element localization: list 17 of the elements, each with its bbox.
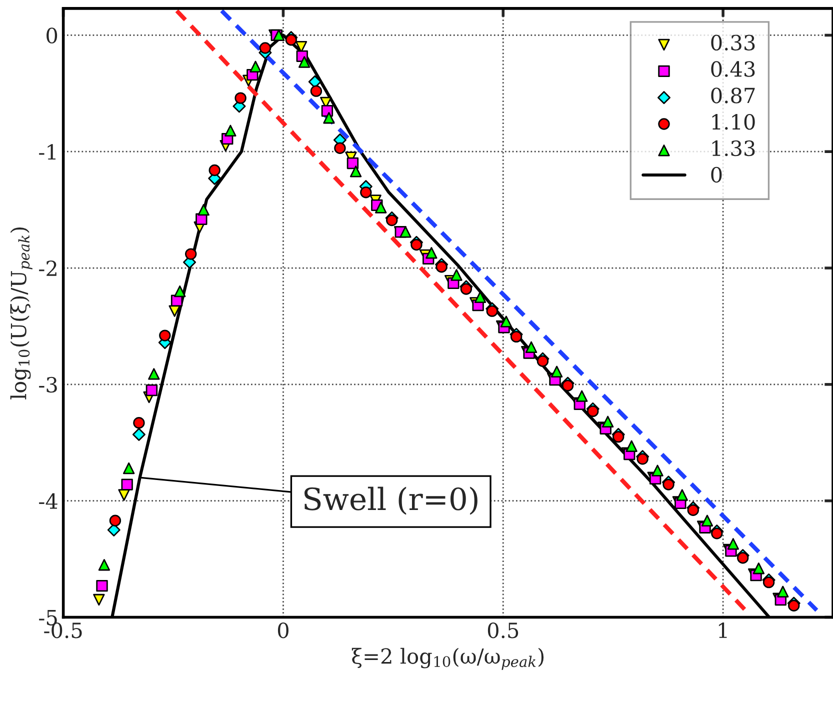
y-axis-title: log$_{10}$(U(ξ)/U$_{peak}$) [10, 227, 32, 400]
legend-label: 1.10 [712, 114, 755, 130]
x-tick-label: 0.5 [488, 622, 518, 638]
y-tick-label: -4 [39, 493, 58, 509]
legend-label: 0 [711, 166, 722, 183]
legend-label: 0.87 [711, 88, 755, 104]
annotation: Swell (r=0) [304, 486, 478, 515]
y-tick-label: -1 [39, 144, 56, 160]
y-tick-label: -2 [39, 260, 56, 276]
x-tick-label: 0 [278, 622, 288, 638]
x-tick-label: 1 [718, 622, 727, 638]
y-tick-label: 0 [46, 28, 58, 44]
y-tick-label: -3 [39, 376, 57, 393]
legend-label: 1.33 [712, 140, 755, 156]
legend-label: 0.43 [711, 61, 755, 77]
legend-label: 0.33 [711, 34, 755, 51]
x-axis-title: ξ=2 log$_{10}$(ω/ω$_{peak}$) [352, 648, 544, 670]
